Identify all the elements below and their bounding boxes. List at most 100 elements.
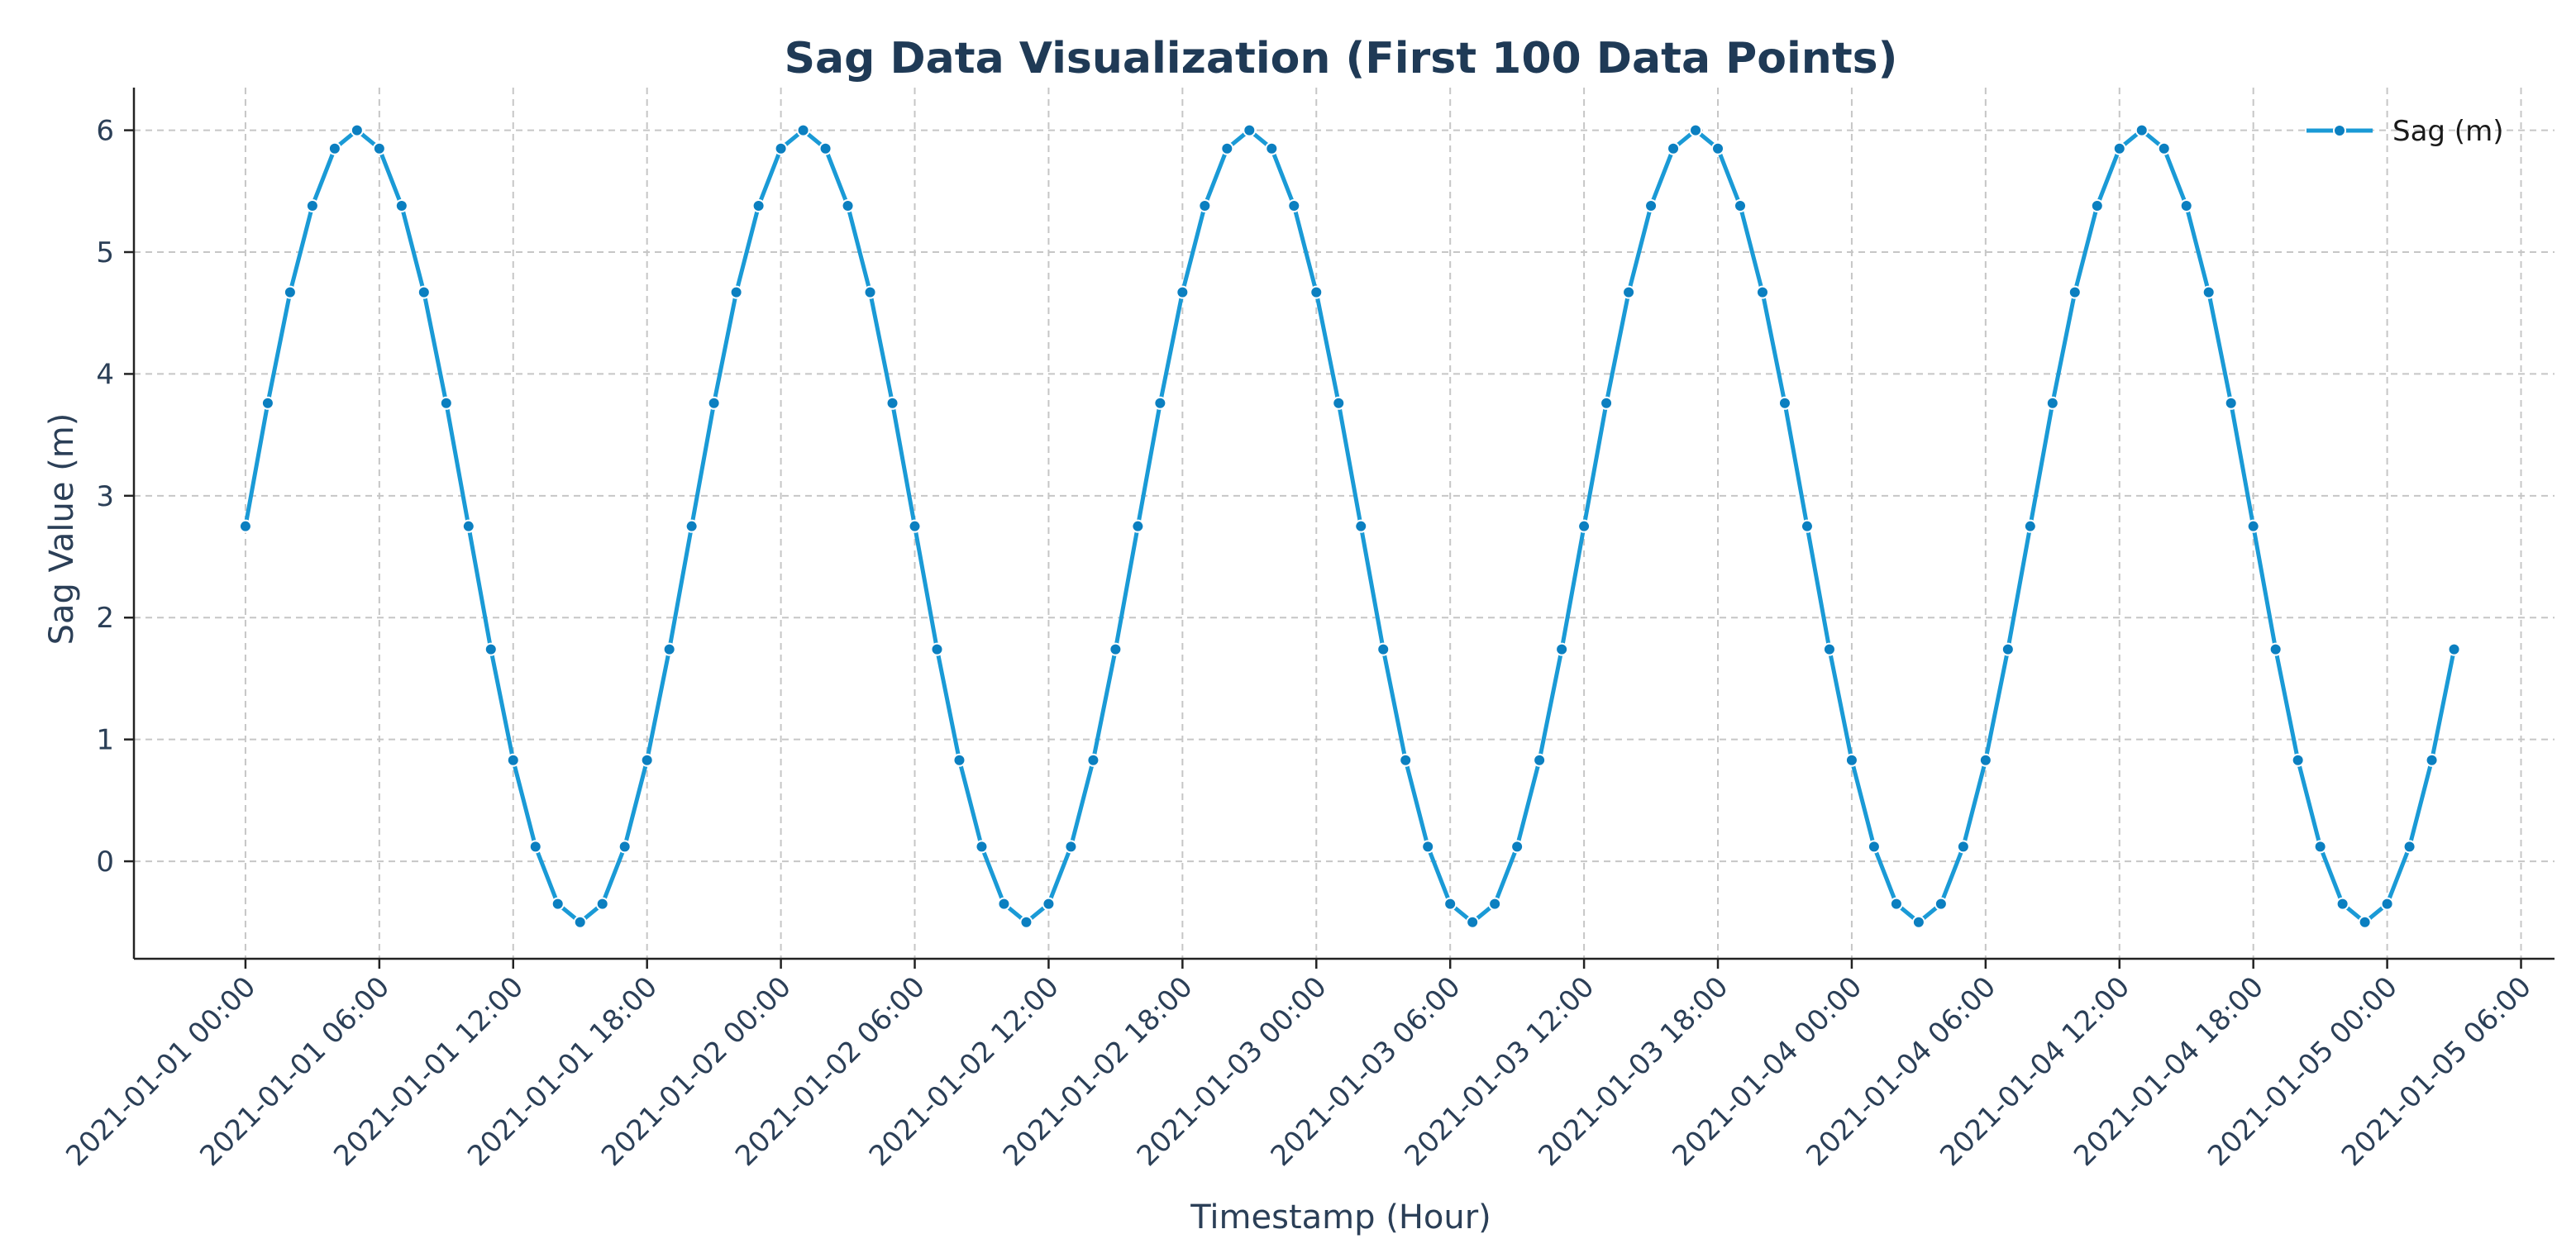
data-point [1822,642,1836,656]
y-tick-label: 3 [96,480,114,513]
data-point [1577,519,1591,533]
data-point [2001,642,2015,656]
data-point [1956,840,1970,854]
data-point [1086,753,1100,767]
data-point [461,519,475,533]
data-point [1131,519,1145,533]
data-point [2380,897,2394,911]
data-point [1064,840,1078,854]
data-point [1243,123,1257,137]
data-point [1421,840,1435,854]
data-point [1220,141,1234,155]
data-point [1354,519,1368,533]
data-point [327,141,341,155]
data-point [1443,897,1457,911]
data-point [2402,840,2416,854]
y-axis-label: Sag Value (m) [43,413,81,646]
data-point [1533,753,1547,767]
data-point [2068,285,2082,299]
data-point [2358,915,2372,929]
data-point [1265,141,1279,155]
data-point [528,840,542,854]
data-point [238,519,252,533]
data-point [707,396,721,410]
data-point [1777,396,1791,410]
data-point [952,753,966,767]
data-point [1376,642,1391,656]
data-point [975,840,989,854]
data-point [1711,141,1725,155]
data-point [2313,840,2327,854]
data-point [2112,141,2126,155]
data-point [1153,396,1167,410]
data-point [1934,897,1948,911]
data-point [1198,198,1212,212]
x-axis-label: Timestamp (Hour) [1190,1198,1491,1236]
data-point [2157,141,2171,155]
series-line [243,128,2457,925]
y-tick-label: 6 [96,115,114,148]
data-point [1309,285,1324,299]
data-point [818,141,832,155]
legend-label: Sag (m) [2392,115,2503,148]
data-point [751,198,766,212]
data-point [2224,396,2238,410]
data-point [930,642,944,656]
series-layer [238,123,2461,929]
data-point [1176,285,1190,299]
data-point [640,753,654,767]
data-point [372,141,386,155]
data-point [774,141,788,155]
data-point [1600,396,1614,410]
data-point [1978,753,1992,767]
data-point [796,123,810,137]
data-point [1644,198,1658,212]
data-point [885,396,899,410]
data-point [1867,840,1881,854]
y-tick-label: 0 [96,846,114,879]
data-point [2425,753,2439,767]
data-point [551,897,565,911]
data-point [2447,642,2461,656]
data-point [1755,285,1769,299]
data-point [2202,285,2216,299]
data-point [484,642,498,656]
y-tick-label: 1 [96,724,114,757]
data-point [2179,198,2193,212]
data-point [1399,753,1413,767]
data-point [506,753,520,767]
data-point [283,285,297,299]
data-point [1488,897,1502,911]
data-point [260,396,274,410]
data-point [662,642,676,656]
data-point [1911,915,1925,929]
data-point [305,198,319,212]
data-point [573,915,587,929]
data-point [2268,642,2283,656]
data-point [1466,915,1480,929]
data-point [1889,897,1903,911]
data-point [2023,519,2037,533]
data-point [2090,198,2104,212]
data-point [2246,519,2260,533]
y-tick-label: 2 [96,602,114,635]
data-point [2335,897,2349,911]
data-point [1734,198,1748,212]
y-tick-label: 5 [96,236,114,269]
chart-title: Sag Data Visualization (First 100 Data P… [785,34,1898,83]
data-point [908,519,922,533]
data-point [1844,753,1858,767]
data-point [394,198,408,212]
data-point [1042,897,1056,911]
data-point [1109,642,1123,656]
data-point [1019,915,1033,929]
data-point [2291,753,2305,767]
data-point [417,285,431,299]
data-point [2045,396,2059,410]
data-point [841,198,855,212]
data-point [1689,123,1703,137]
y-tick-label: 4 [96,358,114,391]
data-point [2135,123,2149,137]
